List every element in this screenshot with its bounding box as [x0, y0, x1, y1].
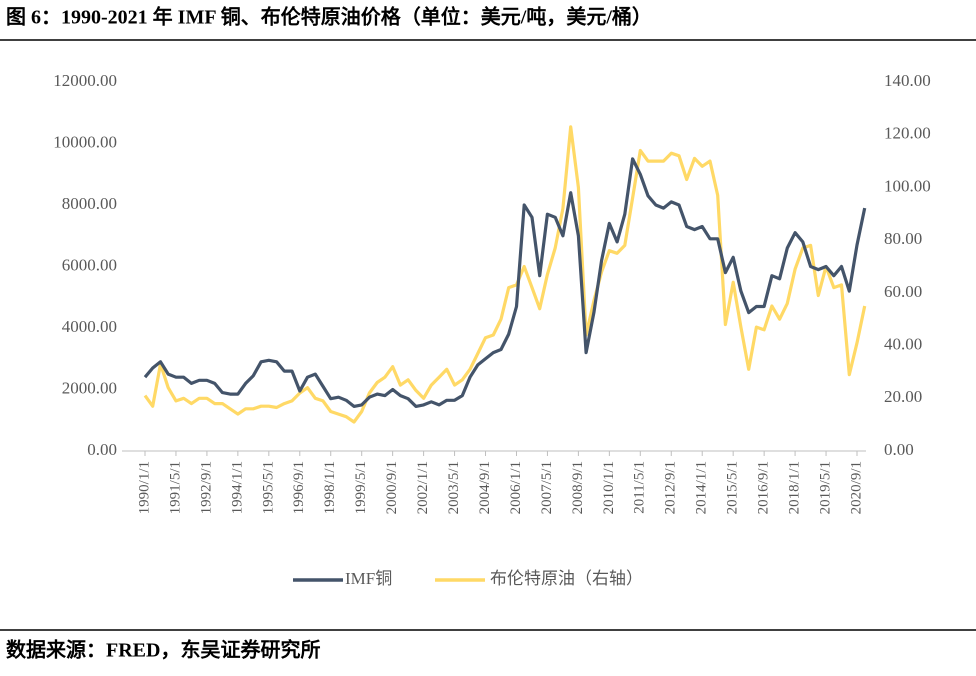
y2-tick-label: 100.00 [884, 176, 931, 195]
chart-title: 图 6：1990-2021 年 IMF 铜、布伦特原油价格（单位：美元/吨，美元… [6, 5, 652, 29]
series-line [143, 157, 867, 408]
y-tick-label: 8000.00 [62, 194, 117, 213]
x-tick-label: 2002/1/1 [415, 461, 431, 514]
y2-tick-label: 20.00 [884, 387, 922, 406]
x-tick-label: 2000/9/1 [384, 461, 400, 514]
x-tick-label: 2008/9/1 [570, 461, 586, 514]
x-tick-label: 1998/1/1 [322, 461, 338, 514]
x-tick-label: 2020/9/1 [848, 461, 864, 514]
x-tick-label: 1994/1/1 [229, 461, 245, 514]
x-tick-label: 2015/5/1 [725, 461, 741, 514]
y-tick-label: 2000.00 [62, 378, 117, 397]
x-tick-label: 1990/1/1 [136, 461, 152, 514]
x-tick-label: 1991/5/1 [167, 461, 183, 514]
y-tick-label: 6000.00 [62, 255, 117, 274]
y2-tick-label: 0.00 [884, 440, 914, 459]
y-tick-label: 4000.00 [62, 317, 117, 336]
x-tick-label: 2003/5/1 [446, 461, 462, 514]
x-tick-label: 2010/1/1 [601, 461, 617, 514]
x-tick-label: 2018/1/1 [787, 461, 803, 514]
x-tick-label: 1999/5/1 [353, 461, 369, 514]
x-tick-label: 2007/5/1 [539, 461, 555, 514]
series-line [143, 125, 867, 424]
x-tick-label: 2011/5/1 [632, 461, 648, 514]
y-tick-label: 10000.00 [53, 132, 117, 151]
x-tick-label: 1992/9/1 [198, 461, 214, 514]
x-tick-label: 2014/1/1 [694, 461, 710, 514]
y2-tick-label: 120.00 [884, 124, 931, 143]
y-tick-label: 12000.00 [53, 71, 117, 90]
x-tick-label: 1996/9/1 [291, 461, 307, 514]
x-tick-label: 2016/9/1 [756, 461, 772, 514]
legend-label: 布伦特原油（右轴） [490, 569, 643, 588]
x-tick-label: 1995/5/1 [260, 461, 276, 514]
y2-tick-label: 80.00 [884, 229, 922, 248]
x-tick-label: 2006/1/1 [508, 461, 524, 514]
y2-tick-label: 60.00 [884, 282, 922, 301]
source-note: 数据来源：FRED，东吴证券研究所 [6, 638, 320, 662]
y2-tick-label: 140.00 [884, 71, 931, 90]
x-tick-label: 2004/9/1 [477, 461, 493, 514]
y-tick-label: 0.00 [87, 440, 117, 459]
legend-label: IMF铜 [345, 569, 392, 588]
x-tick-label: 2012/9/1 [663, 461, 679, 514]
y2-tick-label: 40.00 [884, 334, 922, 353]
x-tick-label: 2019/5/1 [817, 461, 833, 514]
